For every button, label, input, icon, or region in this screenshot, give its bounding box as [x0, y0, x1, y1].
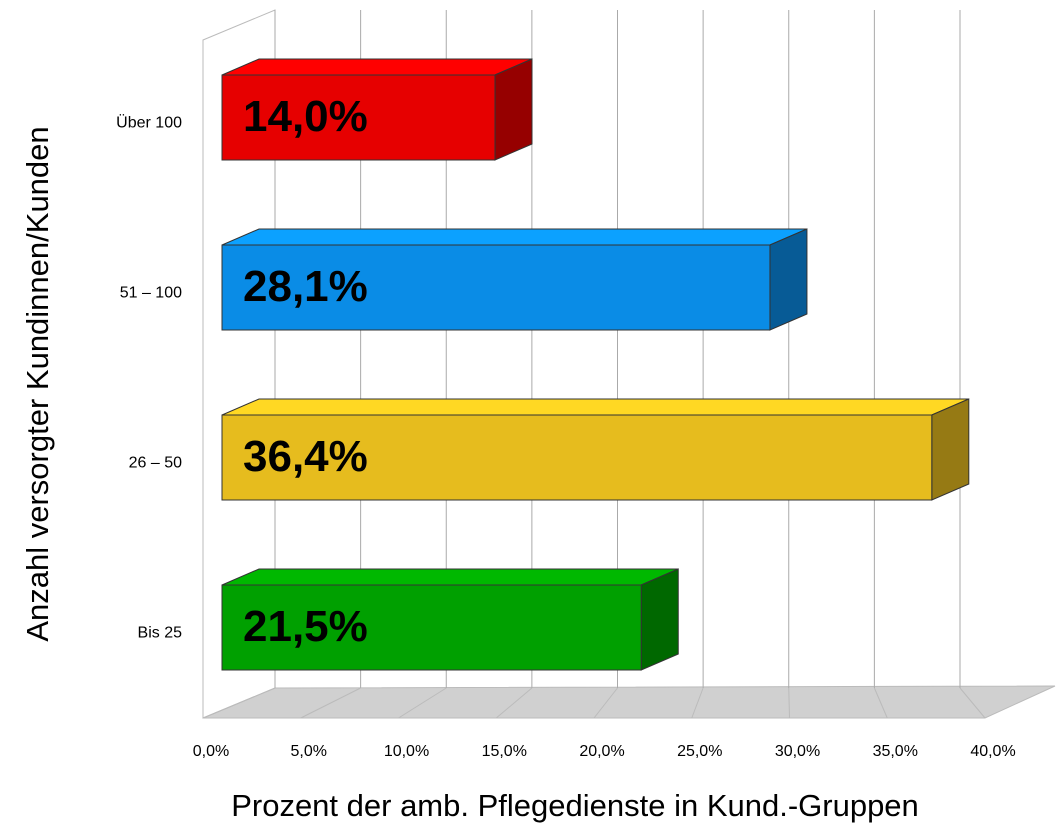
bar-side — [640, 568, 679, 671]
bar — [221, 58, 533, 161]
value-label: 21,5% — [243, 602, 368, 651]
value-label: 28,1% — [243, 262, 368, 311]
value-label: 36,4% — [243, 432, 368, 481]
floor-grid-line — [691, 687, 704, 719]
x-tick-label: 30,0% — [775, 743, 820, 760]
x-axis-title: Prozent der amb. Pflegedienste in Kund.-… — [231, 788, 919, 823]
bar-top — [221, 568, 679, 586]
y-tick-label: 26 – 50 — [129, 455, 182, 472]
y-tick-label: Bis 25 — [138, 625, 183, 642]
y-tick-label: 51 – 100 — [120, 285, 182, 302]
bar-side — [494, 58, 533, 161]
value-label: 14,0% — [243, 92, 368, 141]
x-tick-label: 35,0% — [873, 743, 918, 760]
x-tick-label: 40,0% — [970, 743, 1015, 760]
y-axis-title: Anzahl versorgter Kundinnen/Kunden — [20, 126, 55, 641]
bar-side — [931, 398, 970, 501]
bar — [221, 568, 679, 671]
bar-front — [221, 244, 771, 331]
floor-grid-line — [202, 687, 276, 719]
floor-grid-line — [959, 687, 986, 719]
x-tick-label: 5,0% — [291, 743, 327, 760]
floor-grid-line — [300, 687, 361, 719]
bar-top — [221, 58, 533, 76]
floor-grid-line — [398, 687, 447, 719]
x-tick-label: 25,0% — [677, 743, 722, 760]
x-tick-label: 0,0% — [193, 743, 229, 760]
floor-grid-line — [873, 687, 888, 719]
bar-top — [221, 398, 969, 416]
bar-front — [221, 584, 642, 671]
floor-grid-line — [593, 687, 618, 719]
bar — [221, 398, 970, 501]
y-tick-label: Über 100 — [116, 114, 182, 132]
bar-front — [221, 74, 496, 161]
floor-grid-line — [495, 687, 533, 719]
bar-side — [769, 228, 808, 331]
x-tick-label: 20,0% — [579, 743, 624, 760]
floor-grid-line — [788, 687, 790, 719]
bar — [221, 228, 808, 331]
floor — [202, 685, 1056, 719]
bar-top — [221, 228, 808, 246]
x-tick-label: 10,0% — [384, 743, 429, 760]
bar-front — [221, 414, 933, 501]
x-tick-label: 15,0% — [482, 743, 527, 760]
